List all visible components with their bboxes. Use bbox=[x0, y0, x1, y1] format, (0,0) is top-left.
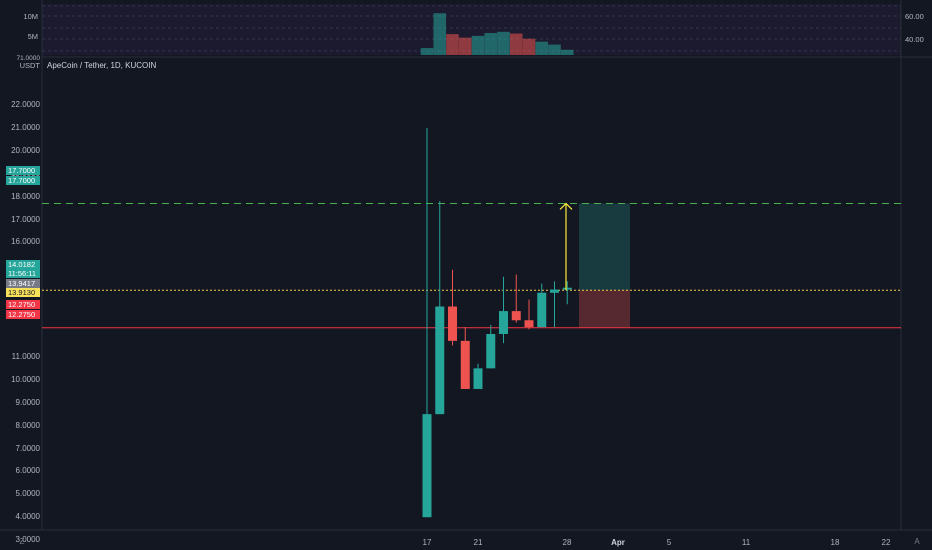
price-tick-label: 16.0000 bbox=[11, 237, 40, 247]
volume-label-10m: 10M bbox=[23, 12, 38, 21]
volume-bars bbox=[420, 13, 574, 56]
time-tick-label: 17 bbox=[422, 538, 432, 547]
target-price-tag: 17.7000 bbox=[6, 175, 40, 185]
long-position-tool[interactable] bbox=[579, 203, 630, 328]
volume-bar bbox=[458, 37, 472, 55]
entry-price-tag: 13.9130 bbox=[6, 288, 40, 297]
time-tick-label: 18 bbox=[830, 538, 840, 547]
volume-label-5m: 5M bbox=[27, 32, 38, 41]
arrow-head bbox=[559, 202, 573, 210]
volume-right-label-60: 60.00 bbox=[905, 12, 924, 21]
candle-body bbox=[550, 289, 559, 293]
volume-bar bbox=[471, 35, 485, 55]
time-tick-label: 11 bbox=[741, 538, 751, 547]
price-tick-label: 3.0000 bbox=[15, 535, 40, 545]
target-arrow[interactable] bbox=[559, 202, 573, 291]
zoom-icon[interactable]: Z bbox=[19, 537, 25, 546]
candle-body bbox=[486, 334, 496, 369]
volume-bar bbox=[484, 32, 498, 55]
volume-bar bbox=[446, 34, 459, 55]
price-tick-label: 9.0000 bbox=[15, 397, 40, 407]
volume-bar bbox=[535, 41, 549, 55]
price-tick-label: 21.0000 bbox=[11, 122, 40, 132]
candle-body bbox=[511, 311, 521, 321]
symbol-title[interactable]: ApeCoin / Tether, 1D, KUCOIN bbox=[47, 61, 157, 70]
volume-grid bbox=[42, 5, 901, 52]
currency-top-label: 71.0000 bbox=[16, 55, 41, 62]
time-tick-label: 5 bbox=[666, 538, 672, 547]
price-tick-label: 20.0000 bbox=[11, 145, 40, 155]
price-tick-label: 4.0000 bbox=[15, 512, 40, 522]
candle-body bbox=[473, 368, 483, 389]
candle-body bbox=[499, 311, 508, 334]
price-tick-label: 11.0000 bbox=[11, 351, 40, 361]
candle-body bbox=[460, 340, 470, 389]
candle-body bbox=[448, 306, 457, 341]
candle-body bbox=[537, 292, 547, 328]
last-price-tag: 14.0182 bbox=[6, 260, 40, 269]
volume-bar bbox=[433, 13, 447, 56]
candles[interactable] bbox=[422, 127, 572, 518]
price-tick-label: 22.0000 bbox=[11, 100, 40, 109]
auto-scale-icon[interactable]: A bbox=[914, 537, 920, 546]
time-tick-label: 28 bbox=[562, 538, 572, 547]
target-price-tag-top: 17.7000 bbox=[6, 166, 40, 175]
candle-body bbox=[422, 414, 432, 518]
volume-bar bbox=[522, 38, 536, 55]
candle-body bbox=[562, 287, 572, 290]
position-loss-zone bbox=[579, 290, 630, 328]
stop-price-tag: 12.2750 bbox=[6, 310, 40, 319]
volume-right-label-40: 40.00 bbox=[905, 35, 924, 44]
candle-body bbox=[524, 320, 534, 328]
candle-body bbox=[435, 306, 445, 415]
currency-label: USDT bbox=[19, 61, 40, 70]
price-tick-label: 7.0000 bbox=[15, 443, 40, 453]
prev-close-tag: 13.9417 bbox=[6, 278, 40, 288]
time-tick-label: 21 bbox=[473, 538, 483, 547]
position-profit-zone bbox=[579, 203, 630, 291]
stop-price-tag-top: 12.2750 bbox=[6, 300, 40, 309]
price-tick-label: 6.0000 bbox=[15, 466, 40, 476]
volume-bar bbox=[548, 44, 561, 55]
volume-bar bbox=[497, 31, 510, 55]
price-tick-label: 17.0000 bbox=[11, 214, 40, 224]
time-tick-label: Apr bbox=[611, 538, 625, 547]
volume-bar bbox=[509, 33, 523, 55]
price-tick-label: 10.0000 bbox=[11, 374, 40, 384]
bar-countdown-tag: 11:56:11 bbox=[6, 269, 40, 278]
time-tick-label: 22 bbox=[881, 538, 891, 547]
price-tick-label: 18.0000 bbox=[11, 191, 40, 201]
price-tick-label: 5.0000 bbox=[15, 489, 40, 499]
price-tick-label: 8.0000 bbox=[15, 420, 40, 430]
horizontal-lines[interactable] bbox=[42, 202, 901, 329]
volume-bar bbox=[560, 49, 574, 55]
volume-bar bbox=[420, 48, 434, 55]
